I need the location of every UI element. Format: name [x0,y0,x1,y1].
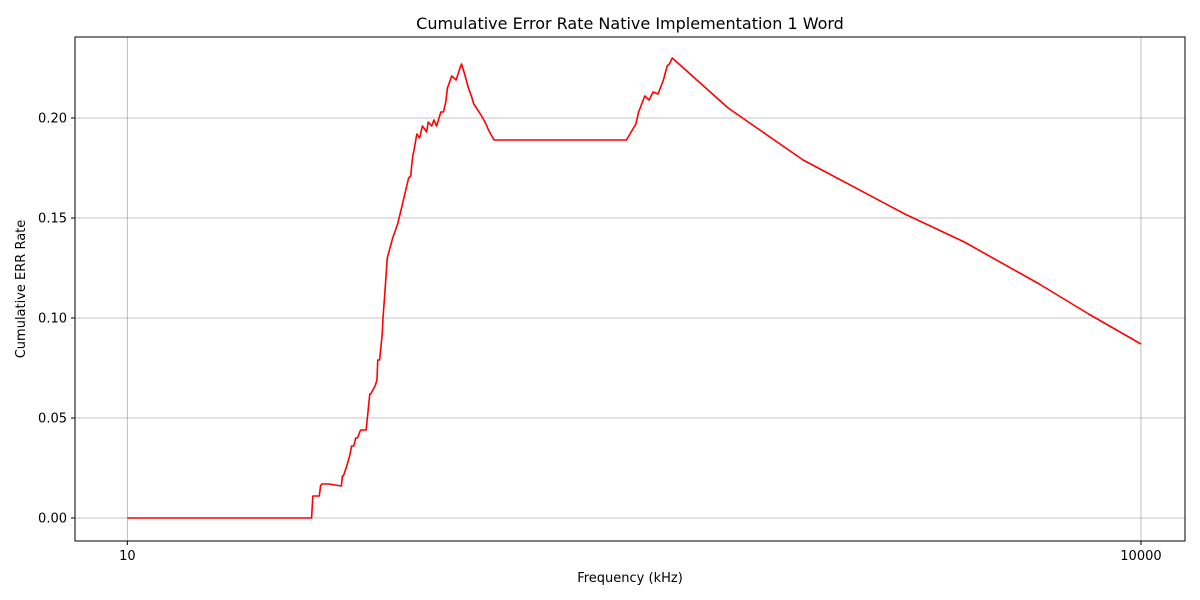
x-tick-label: 10 [119,549,136,564]
y-tick-label: 0.20 [38,112,67,127]
chart-title: Cumulative Error Rate Native Implementat… [416,14,844,33]
plot-area [75,37,1185,541]
y-tick-label: 0.00 [38,512,67,527]
x-tick-label: 10000 [1120,549,1161,564]
y-tick-label: 0.15 [38,212,67,227]
y-tick-label: 0.10 [38,312,67,327]
y-axis-label: Cumulative ERR Rate [14,220,29,359]
series-layer [127,57,1142,519]
plot-frame [74,36,1186,542]
grid-lines [75,37,1185,541]
y-tick-label: 0.05 [38,412,67,427]
x-axis-label: Frequency (kHz) [577,571,683,586]
axis-ticks: 0.00 0.05 0.10 0.15 0.20 10 10000 [38,112,1162,565]
series-line [127,57,1142,519]
